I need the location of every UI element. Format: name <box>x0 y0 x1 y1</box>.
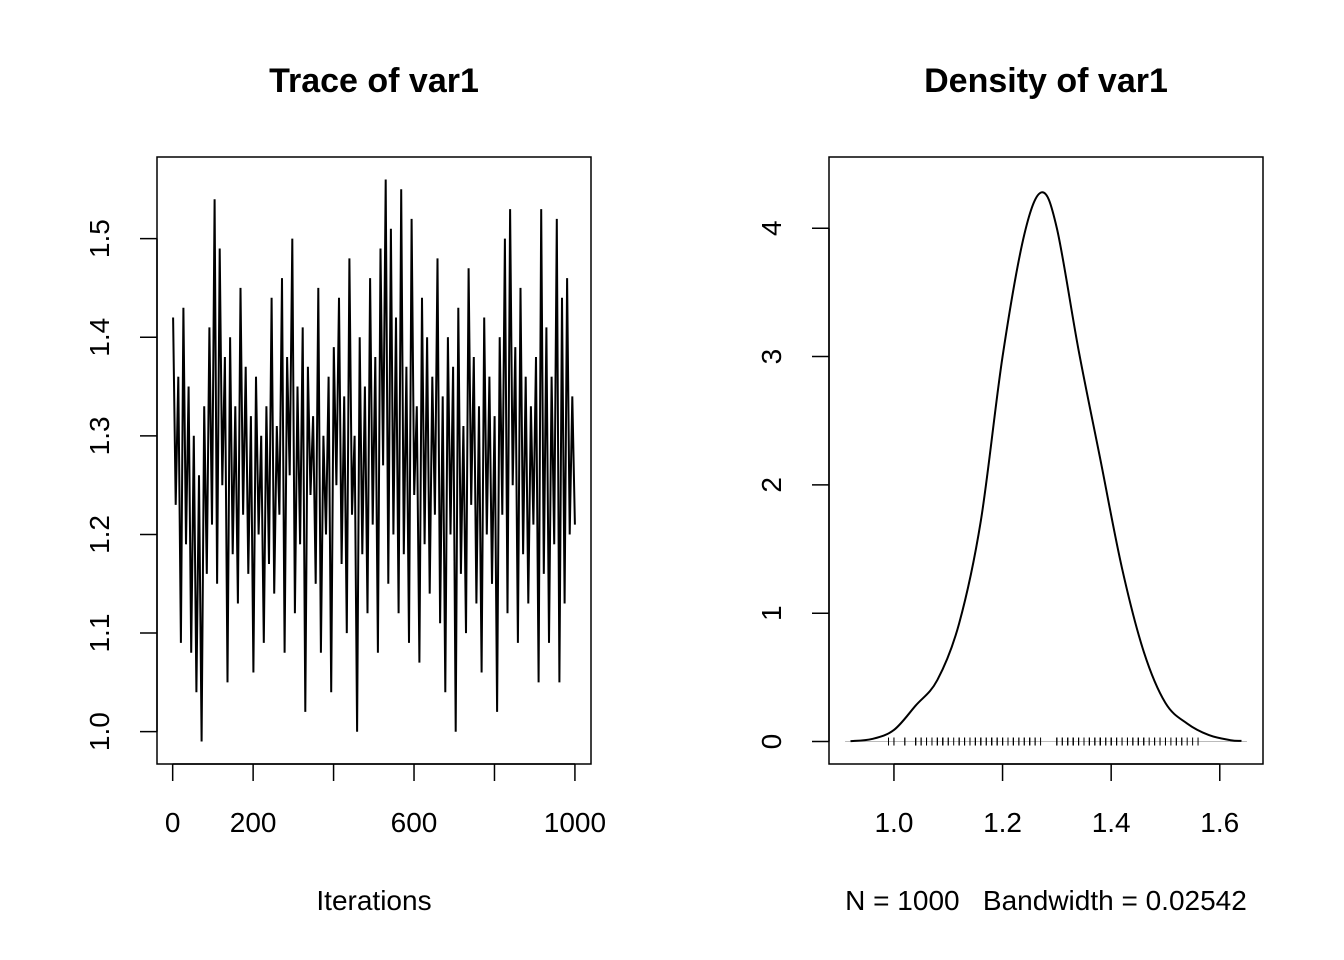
plot-box <box>828 156 1264 765</box>
density-title: Density of var1 <box>924 62 1168 100</box>
y-tick-label: 4 <box>756 220 787 236</box>
x-tick-label: 1.4 <box>1092 807 1131 838</box>
rug <box>888 737 1199 746</box>
y-tick-label: 1.0 <box>84 712 115 751</box>
y-tick-label: 1.2 <box>84 515 115 554</box>
y-tick-label: 2 <box>756 477 787 493</box>
density-panel: Density of var1 N = 1000 Bandwidth = 0.0… <box>756 62 1264 916</box>
density-xlabel: N = 1000 Bandwidth = 0.02542 <box>845 885 1247 916</box>
x-tick-label: 1.6 <box>1200 807 1239 838</box>
density-curve <box>850 191 1242 743</box>
trace-xlabel: Iterations <box>316 885 431 916</box>
x-tick-label: 1.2 <box>983 807 1022 838</box>
y-tick-label: 1.3 <box>84 416 115 455</box>
trace-panel: Trace of var1 Iterations 0 200 600 1000 1.0 1… <box>84 62 606 916</box>
x-tick-label: 1.0 <box>874 807 913 838</box>
x-tick-label: 1000 <box>544 807 606 838</box>
x-tick-label: 200 <box>230 807 277 838</box>
trace-title: Trace of var1 <box>269 62 479 100</box>
y-tick-label: 1.1 <box>84 614 115 653</box>
x-tick-label: 0 <box>165 807 181 838</box>
y-tick-label: 1.5 <box>84 219 115 258</box>
y-tick-label: 1.4 <box>84 318 115 357</box>
trace-line <box>172 179 576 742</box>
y-tick-label: 1 <box>756 605 787 621</box>
x-tick-label: 600 <box>391 807 438 838</box>
y-tick-label: 3 <box>756 349 787 365</box>
y-tick-label: 0 <box>756 734 787 750</box>
